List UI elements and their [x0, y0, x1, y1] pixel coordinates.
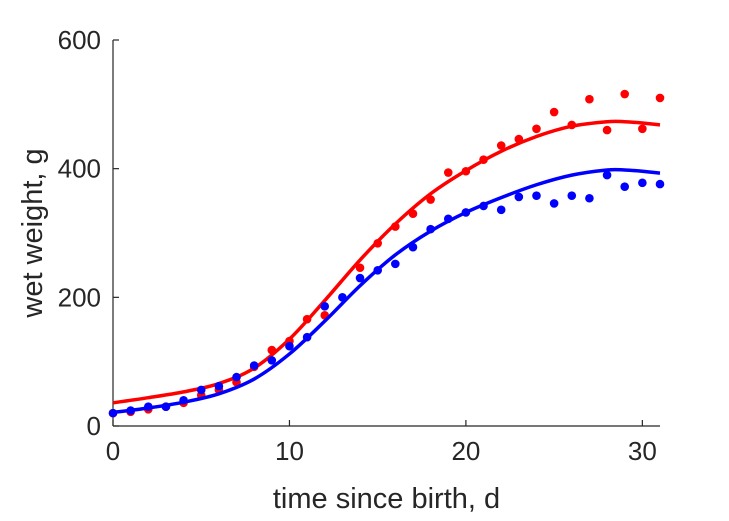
- series-group: [108, 167, 665, 418]
- data-point: [408, 209, 418, 218]
- data-point: [602, 125, 612, 135]
- y-tick-label: 600: [58, 25, 101, 55]
- data-point: [338, 293, 347, 302]
- data-point: [532, 124, 541, 134]
- data-point: [426, 195, 435, 204]
- data-point: [567, 191, 577, 200]
- data-point: [249, 361, 259, 370]
- y-axis-label: wet weight, g: [17, 148, 49, 318]
- data-point: [391, 222, 400, 231]
- data-point: [638, 124, 647, 134]
- data-point: [320, 302, 330, 311]
- data-point: [585, 193, 594, 203]
- x-axis-ticks: 0 10 20 30: [106, 420, 657, 466]
- data-point: [391, 259, 400, 269]
- data-point: [108, 408, 118, 418]
- x-axis-label: time since birth, d: [273, 483, 500, 515]
- data-point: [602, 170, 612, 180]
- data-point: [620, 89, 630, 99]
- x-tick-label: 20: [451, 436, 480, 466]
- data-point: [302, 332, 312, 342]
- data-point: [408, 242, 418, 252]
- data-point: [461, 166, 471, 176]
- data-point: [196, 385, 206, 395]
- data-point: [567, 120, 577, 130]
- data-point: [214, 381, 224, 391]
- data-point: [179, 395, 188, 405]
- x-tick-label: 30: [628, 436, 657, 466]
- fit-curve: [112, 167, 661, 415]
- data-point: [479, 155, 488, 164]
- data-point: [426, 224, 435, 234]
- y-tick-label: 400: [58, 154, 101, 184]
- data-point: [373, 238, 382, 248]
- data-point: [549, 199, 559, 208]
- y-axis-ticks: 0 200 400 600: [58, 25, 119, 441]
- data-point: [514, 192, 524, 202]
- data-point: [143, 402, 153, 412]
- series-layer: [108, 89, 665, 418]
- x-tick-label: 0: [106, 436, 120, 466]
- data-point: [355, 273, 365, 283]
- data-point: [285, 341, 294, 351]
- data-point: [585, 94, 594, 104]
- data-point: [514, 134, 524, 144]
- x-tick-label: 10: [275, 436, 304, 466]
- data-point: [232, 372, 241, 382]
- data-point: [496, 141, 506, 150]
- data-point: [355, 263, 365, 273]
- data-point: [655, 93, 665, 103]
- data-point: [302, 314, 312, 324]
- data-point: [267, 345, 277, 355]
- data-point: [267, 356, 277, 365]
- data-point: [161, 402, 171, 412]
- data-point: [126, 406, 135, 415]
- data-point: [532, 191, 541, 200]
- y-tick-label: 0: [87, 411, 101, 441]
- data-point: [549, 107, 559, 117]
- data-point: [443, 168, 453, 177]
- plot-area: 0 10 20 30 0 200 400 600: [58, 25, 665, 466]
- data-point: [461, 208, 471, 217]
- data-point: [479, 201, 488, 211]
- data-point: [638, 178, 647, 188]
- data-point: [496, 205, 506, 215]
- series-group: [108, 89, 665, 418]
- data-point: [655, 179, 665, 189]
- data-point: [443, 214, 453, 224]
- data-point: [620, 182, 630, 191]
- y-tick-label: 200: [58, 282, 101, 312]
- data-point: [373, 266, 382, 275]
